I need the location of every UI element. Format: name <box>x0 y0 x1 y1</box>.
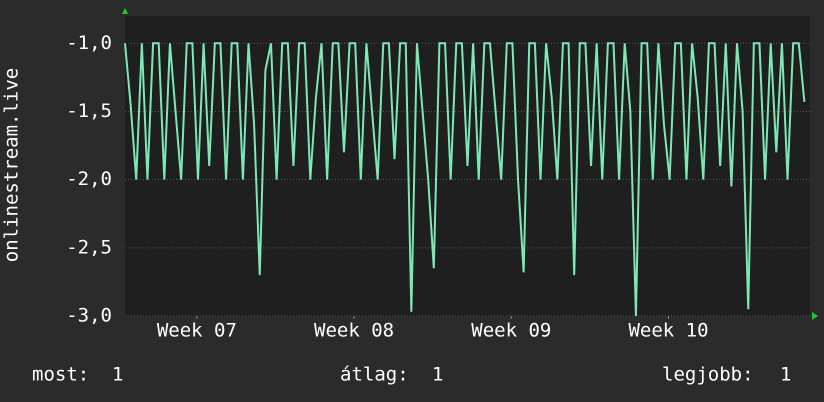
stat-value: 1 <box>780 364 791 386</box>
x-tick-label: Week 08 <box>314 320 394 342</box>
y-tick-label: -2,0 <box>66 168 112 190</box>
y-tick-label: -1,5 <box>66 100 112 122</box>
y-tick-label: -3,0 <box>66 305 112 327</box>
x-tick-label: Week 07 <box>157 320 237 342</box>
x-axis-arrow <box>812 312 818 320</box>
stat-label: átlag: <box>340 364 409 386</box>
y-tick-label: -2,5 <box>66 236 112 258</box>
y-axis-label: onlinestream.live <box>1 68 23 262</box>
y-tick-label: -1,0 <box>66 32 112 54</box>
stat-value: 1 <box>112 364 123 386</box>
x-tick-label: Week 10 <box>628 320 708 342</box>
stat-label: most: <box>32 364 89 386</box>
stat-label: legjobb: <box>662 364 754 386</box>
y-axis-arrow <box>122 8 128 14</box>
stat-value: 1 <box>432 364 443 386</box>
line <box>124 42 806 317</box>
x-tick-label: Week 09 <box>471 320 551 342</box>
